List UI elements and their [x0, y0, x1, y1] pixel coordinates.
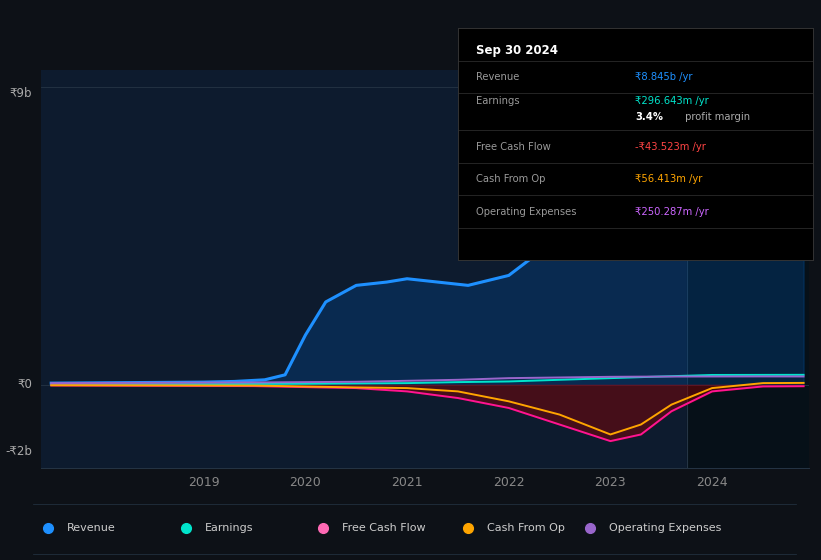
Text: Earnings: Earnings — [204, 523, 253, 533]
Bar — [686, 70, 809, 468]
Text: Revenue: Revenue — [67, 523, 116, 533]
Text: Cash From Op: Cash From Op — [476, 174, 545, 184]
Text: -₹2b: -₹2b — [5, 445, 32, 458]
Text: Operating Expenses: Operating Expenses — [609, 523, 722, 533]
Text: ₹9b: ₹9b — [9, 87, 32, 100]
Text: Free Cash Flow: Free Cash Flow — [476, 142, 551, 152]
Text: ₹56.413m /yr: ₹56.413m /yr — [635, 174, 703, 184]
Text: Free Cash Flow: Free Cash Flow — [342, 523, 426, 533]
Text: profit margin: profit margin — [681, 113, 750, 123]
Text: 3.4%: 3.4% — [635, 113, 663, 123]
Text: ₹296.643m /yr: ₹296.643m /yr — [635, 96, 709, 106]
Text: Earnings: Earnings — [476, 96, 520, 106]
Text: ₹8.845b /yr: ₹8.845b /yr — [635, 72, 693, 82]
Text: ₹250.287m /yr: ₹250.287m /yr — [635, 207, 709, 217]
Text: Revenue: Revenue — [476, 72, 519, 82]
Text: -₹43.523m /yr: -₹43.523m /yr — [635, 142, 706, 152]
Text: Cash From Op: Cash From Op — [487, 523, 565, 533]
Text: Sep 30 2024: Sep 30 2024 — [476, 44, 557, 57]
Text: ₹0: ₹0 — [17, 378, 32, 391]
Text: Operating Expenses: Operating Expenses — [476, 207, 576, 217]
